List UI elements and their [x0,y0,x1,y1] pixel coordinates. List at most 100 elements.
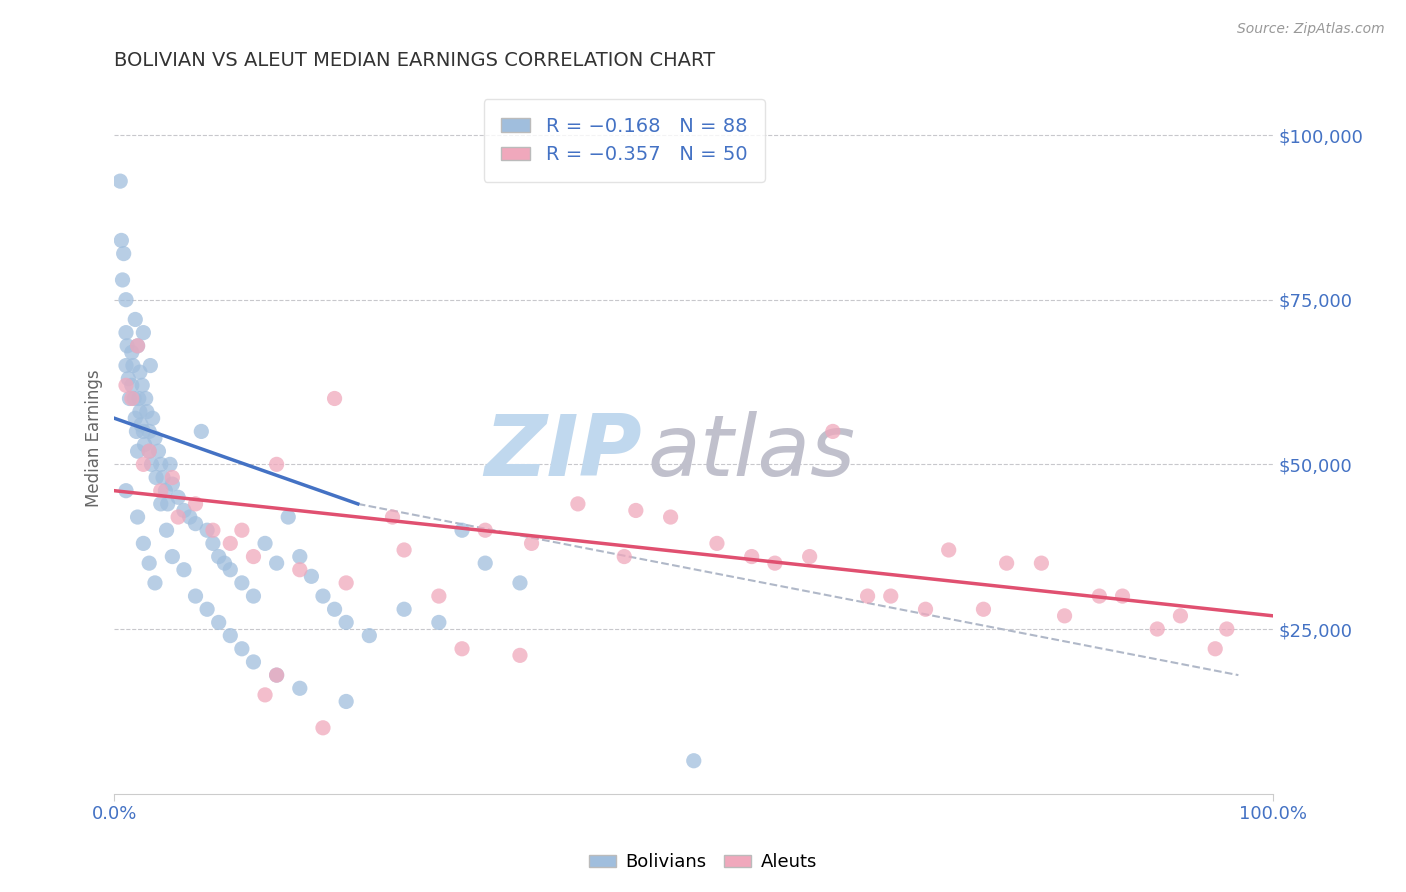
Point [127,339,149,353]
Point [520,536,543,550]
Point [162,470,184,484]
Point [299,569,322,583]
Point [1204,641,1226,656]
Point [1053,608,1076,623]
Point [335,694,357,708]
Point [1088,589,1111,603]
Point [995,556,1018,570]
Point [1216,622,1239,636]
Point [128,392,150,406]
Point [266,556,288,570]
Point [129,365,152,379]
Point [132,326,155,340]
Point [266,668,288,682]
Text: atlas: atlas [647,410,855,494]
Point [231,641,253,656]
Point [121,378,143,392]
Text: BOLIVIAN VS ALEUT MEDIAN EARNINGS CORRELATION CHART: BOLIVIAN VS ALEUT MEDIAN EARNINGS CORREL… [114,51,716,70]
Point [392,543,415,558]
Point [184,497,207,511]
Point [127,339,149,353]
Point [132,458,155,472]
Point [1146,622,1168,636]
Point [122,392,145,406]
Point [659,510,682,524]
Point [132,425,155,439]
Point [219,563,242,577]
Point [1031,556,1053,570]
Point [359,629,381,643]
Point [129,405,152,419]
Point [242,589,264,603]
Point [381,510,404,524]
Point [167,490,190,504]
Point [214,556,236,570]
Point [451,641,474,656]
Point [167,510,190,524]
Point [277,510,299,524]
Point [427,589,450,603]
Point [288,563,311,577]
Point [148,444,170,458]
Point [266,458,288,472]
Point [254,688,277,702]
Point [682,754,704,768]
Point [159,458,181,472]
Point [741,549,763,564]
Point [138,425,160,439]
Point [509,648,531,663]
Point [201,523,224,537]
Point [427,615,450,630]
Point [127,510,149,524]
Point [111,273,134,287]
Point [149,497,172,511]
Point [115,359,138,373]
Point [880,589,903,603]
Point [821,425,844,439]
Point [155,483,177,498]
Point [509,575,531,590]
Point [219,629,242,643]
Point [115,326,138,340]
Point [972,602,994,616]
Point [127,444,149,458]
Point [914,602,936,616]
Point [266,668,288,682]
Point [156,497,179,511]
Point [624,503,647,517]
Point [121,392,143,406]
Point [124,411,146,425]
Point [706,536,728,550]
Point [131,378,153,392]
Point [124,312,146,326]
Point [335,575,357,590]
Point [231,575,253,590]
Point [254,536,277,550]
Point [108,174,131,188]
Point [288,549,311,564]
Point [117,372,139,386]
Point [184,589,207,603]
Point [242,655,264,669]
Point [1170,608,1192,623]
Point [149,458,172,472]
Point [149,483,172,498]
Point [139,359,162,373]
Point [474,523,496,537]
Point [323,392,346,406]
Point [208,549,231,564]
Point [173,563,195,577]
Point [190,425,212,439]
Point [134,437,156,451]
Point [143,575,166,590]
Point [567,497,589,511]
Legend: R = −0.168   N = 88, R = −0.357   N = 50: R = −0.168 N = 88, R = −0.357 N = 50 [484,99,765,182]
Point [392,602,415,616]
Point [288,681,311,696]
Point [141,458,163,472]
Point [152,470,174,484]
Point [799,549,821,564]
Point [208,615,231,630]
Point [195,523,218,537]
Text: Source: ZipAtlas.com: Source: ZipAtlas.com [1237,22,1385,37]
